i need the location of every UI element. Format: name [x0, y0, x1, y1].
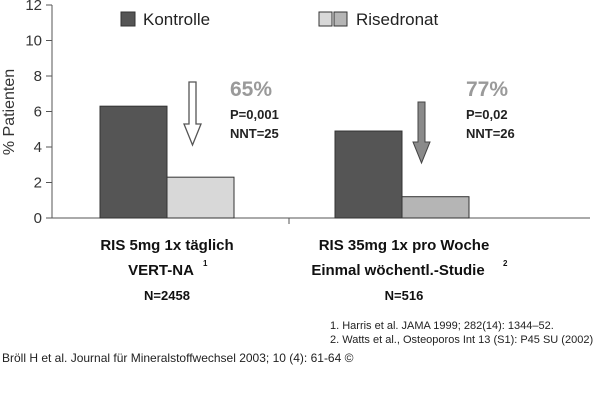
- reduction-label-1: 65%: [230, 78, 272, 101]
- group-n-2: N=516: [385, 288, 424, 303]
- legend-label-kontrolle: Kontrolle: [143, 10, 210, 29]
- group-subtitle-sup-2: 2: [503, 259, 508, 268]
- group-subtitle-1: VERT-NA: [128, 262, 194, 279]
- down-arrow-icon: [183, 81, 202, 147]
- y-tick-label: 6: [34, 104, 42, 121]
- y-axis-label: % Patienten: [1, 69, 18, 155]
- nnt-1: NNT=25: [230, 126, 279, 141]
- y-tick-label: 4: [34, 139, 42, 156]
- y-tick-label: 12: [25, 0, 42, 14]
- legend-label-risedronat: Risedronat: [356, 10, 438, 29]
- p-value-1: P=0,001: [230, 107, 279, 122]
- y-tick-label: 8: [34, 68, 42, 85]
- group-subtitle-2: Einmal wöchentl.-Studie: [311, 262, 484, 279]
- legend-swatch-risedronat-light: [318, 11, 333, 27]
- reference-2: 2. Watts et al., Osteoporos Int 13 (S1):…: [330, 334, 593, 346]
- y-tick-label: 2: [34, 175, 42, 192]
- legend-swatch-risedronat-dark: [333, 11, 348, 27]
- bar-layer: [99, 105, 470, 219]
- reference-1: 1. Harris et al. JAMA 1999; 282(14): 134…: [330, 320, 554, 332]
- legend: Kontrolle Risedronat: [120, 10, 438, 29]
- bar-kontrolle-group-2: [334, 130, 403, 219]
- group-n-1: N=2458: [144, 288, 190, 303]
- y-tick-label: 10: [25, 33, 42, 50]
- bar-risedronat-group-1: [166, 176, 235, 219]
- group-title-1: RIS 5mg 1x täglich: [100, 237, 233, 254]
- bar-kontrolle-group-1: [99, 105, 168, 219]
- y-tick-label: 0: [34, 210, 42, 227]
- p-value-2: P=0,02: [466, 107, 508, 122]
- group-title-2: RIS 35mg 1x pro Woche: [319, 237, 490, 254]
- down-arrow-icon: [412, 101, 431, 165]
- bar-risedronat-group-2: [401, 196, 470, 219]
- legend-swatch-kontrolle: [120, 11, 136, 27]
- source-credit: Bröll H et al. Journal für Mineralstoffw…: [2, 351, 354, 365]
- reduction-label-2: 77%: [466, 78, 508, 101]
- group-subtitle-sup-1: 1: [203, 259, 208, 268]
- nnt-2: NNT=26: [466, 126, 515, 141]
